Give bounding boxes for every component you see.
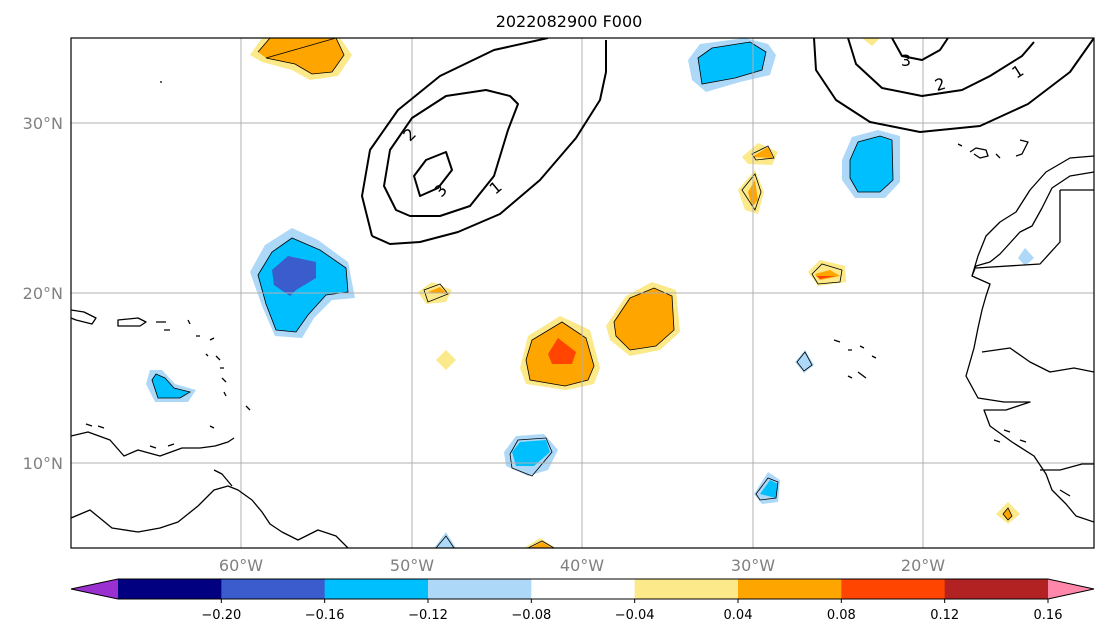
coastlines <box>71 81 1094 548</box>
colorbar-segment <box>324 579 429 599</box>
colorbar-outline <box>70 578 1095 600</box>
colorbar-extend-right <box>1048 579 1094 599</box>
contour-lines <box>361 38 1094 245</box>
colorbar-segment <box>634 579 739 599</box>
negative-anomaly-blob <box>504 434 558 476</box>
colorbar-segment <box>428 579 532 599</box>
positive-anomaly-blob <box>250 38 352 80</box>
lat-label-10n: 10°N <box>23 454 63 473</box>
latitude-labels: 30°N 20°N 10°N <box>23 114 63 473</box>
lon-label-60w: 60°W <box>219 556 263 575</box>
colorbar-segment <box>944 579 1049 599</box>
colorbar-tick-label: 0.04 <box>724 608 753 623</box>
colorbar-tick-label: −0.12 <box>408 608 448 623</box>
colorbar-tick-label: 0.12 <box>930 608 959 623</box>
colorbar-tick-label: −0.20 <box>201 608 241 623</box>
map-title: 2022082900 F000 <box>496 12 643 31</box>
colorbar-tick-label: −0.08 <box>511 608 551 623</box>
colorbar-extend-left <box>71 579 118 599</box>
negative-anomaly-blob <box>842 130 900 198</box>
colorbar-segment <box>118 579 222 599</box>
gridlines <box>71 38 1094 548</box>
colorbar-tick-label: −0.04 <box>615 608 655 623</box>
lat-label-20n: 20°N <box>23 284 63 303</box>
colorbar: −0.20 −0.16 −0.12 −0.08 −0.04 0.04 0.08 0.12 0.1… <box>70 578 1095 623</box>
lon-label-30w: 30°W <box>731 556 775 575</box>
lon-label-50w: 50°W <box>390 556 434 575</box>
negative-anomaly-blob <box>250 228 355 338</box>
colorbar-segment <box>531 579 636 599</box>
lon-label-40w: 40°W <box>560 556 604 575</box>
anomaly-shading <box>146 38 1034 548</box>
positive-anomaly-blob <box>520 316 600 390</box>
lon-label-20w: 20°W <box>901 556 945 575</box>
colorbar-segment <box>841 579 946 599</box>
colorbar-tick-label: −0.16 <box>305 608 345 623</box>
map-area: 1 2 3 1 2 3 <box>71 38 1094 548</box>
colorbar-tick-label: 0.08 <box>827 608 856 623</box>
colorbar-tick-label: 0.16 <box>1034 608 1063 623</box>
positive-anomaly-blob <box>606 282 680 356</box>
contour-label: 3 <box>901 51 911 70</box>
longitude-labels: 60°W 50°W 40°W 30°W 20°W <box>219 556 945 575</box>
map-frame <box>70 37 1095 549</box>
lat-label-30n: 30°N <box>23 114 63 133</box>
colorbar-segment <box>221 579 326 599</box>
colorbar-segment <box>738 579 842 599</box>
